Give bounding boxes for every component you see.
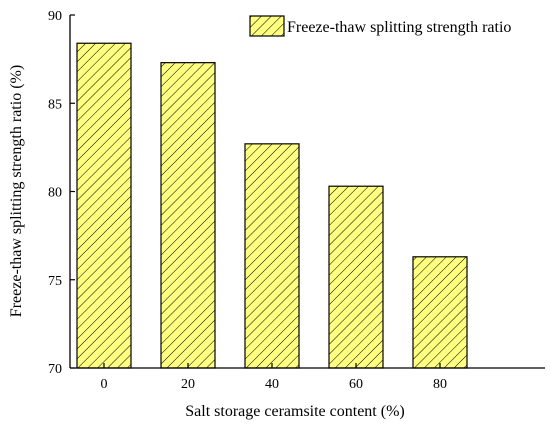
x-tick-label-80: 80 [433,377,447,392]
bar-0 [76,42,132,369]
y-tick-label-85: 85 [48,97,62,112]
x-tick-label-0: 0 [101,377,108,392]
legend: Freeze-thaw splitting strength ratio [249,15,511,37]
y-tick-label-75: 75 [48,274,62,289]
legend-label: Freeze-thaw splitting strength ratio [287,19,511,36]
x-axis-title: Salt storage ceramsite content (%) [185,403,404,420]
x-ticks-group: 0 20 40 60 80 [101,363,447,392]
y-tick-label-70: 70 [48,362,62,377]
y-ticks-group: 70 75 80 85 90 [48,9,75,377]
x-tick-label-20: 20 [181,377,195,392]
bar-80 [412,256,468,369]
bars-group [76,42,468,369]
bar-60 [328,185,384,369]
legend-swatch [249,15,285,37]
bar-40 [244,143,300,369]
y-tick-label-90: 90 [48,9,62,24]
x-tick-label-60: 60 [349,377,363,392]
x-tick-label-40: 40 [265,377,279,392]
y-axis-title: Freeze-thaw splitting strength ratio (%) [8,65,25,317]
y-tick-label-80: 80 [48,186,62,201]
bar-20 [160,62,216,369]
